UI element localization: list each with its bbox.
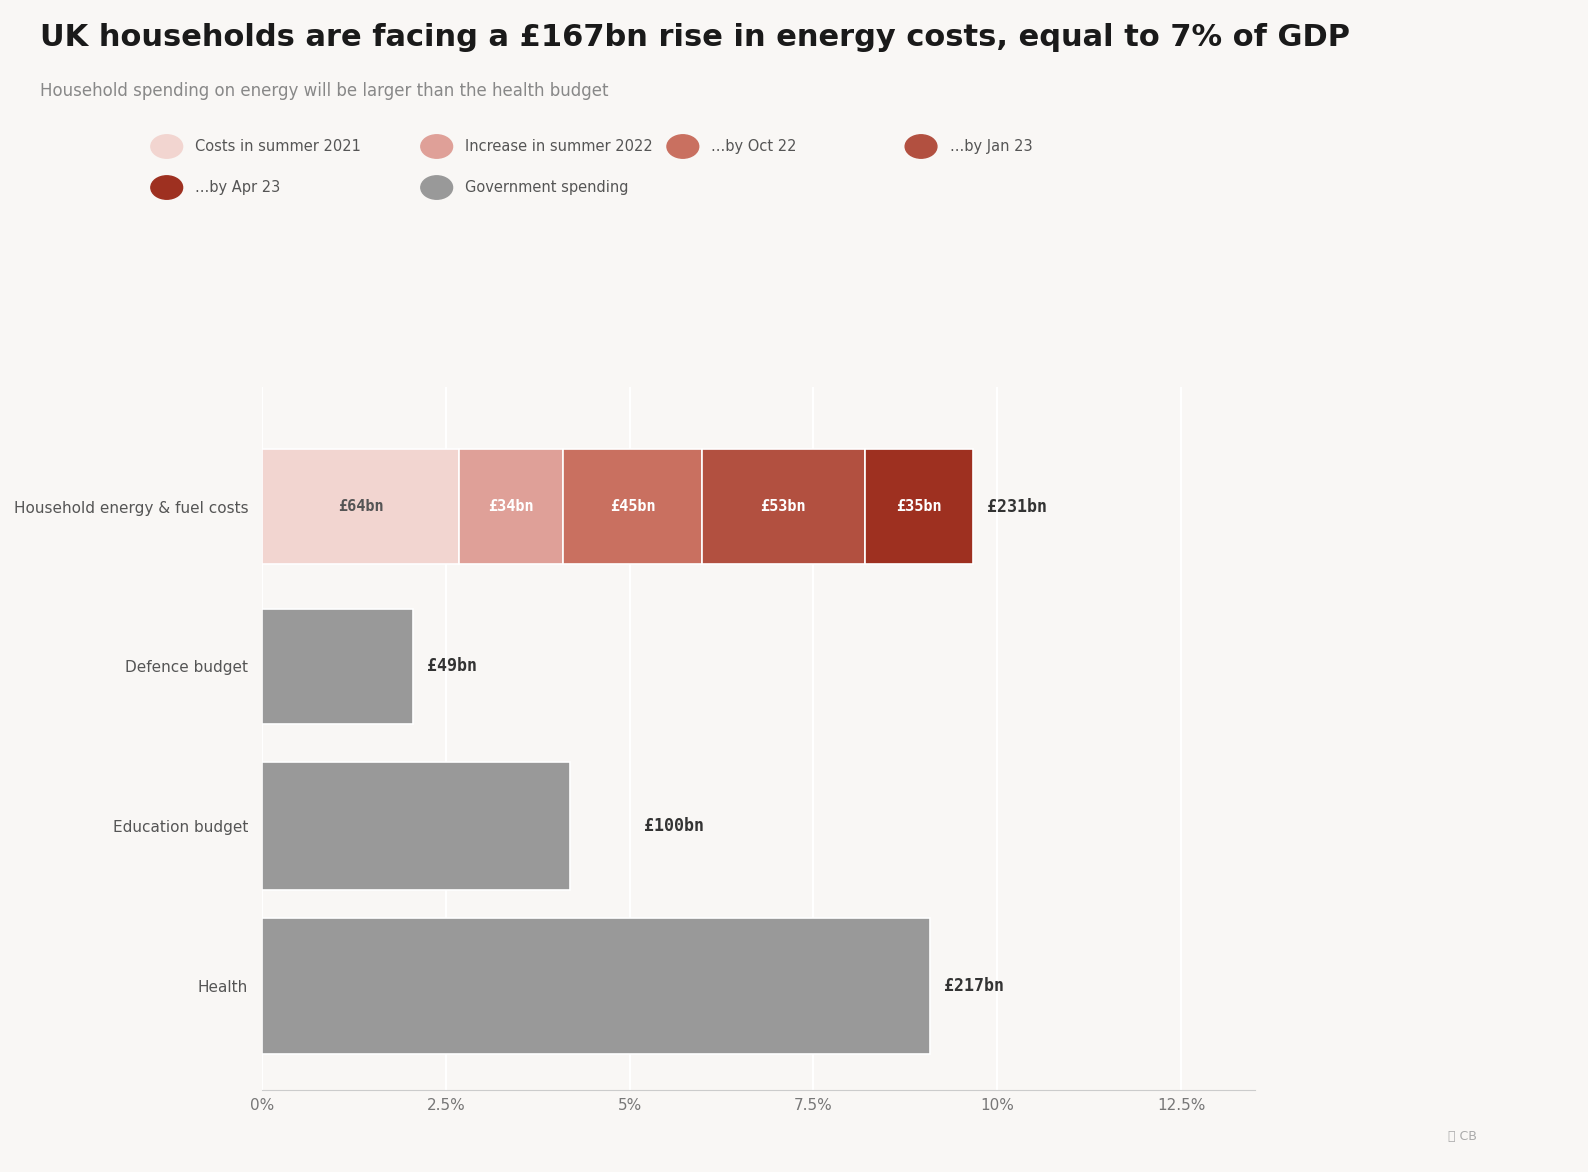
Text: Costs in summer 2021: Costs in summer 2021 xyxy=(195,139,360,154)
Text: £49bn: £49bn xyxy=(427,657,478,675)
Bar xyxy=(262,449,459,564)
Text: £217bn: £217bn xyxy=(945,977,1004,995)
Text: Increase in summer 2022: Increase in summer 2022 xyxy=(465,139,653,154)
Text: £100bn: £100bn xyxy=(645,817,705,836)
Bar xyxy=(262,918,929,1054)
Bar xyxy=(564,449,702,564)
Text: £231bn: £231bn xyxy=(988,498,1048,516)
Text: ...by Jan 23: ...by Jan 23 xyxy=(950,139,1032,154)
Text: £45bn: £45bn xyxy=(610,499,656,515)
Text: £35bn: £35bn xyxy=(896,499,942,515)
Bar xyxy=(865,449,972,564)
Text: £64bn: £64bn xyxy=(338,499,383,515)
Text: UK households are facing a £167bn rise in energy costs, equal to 7% of GDP: UK households are facing a £167bn rise i… xyxy=(40,23,1350,53)
Bar xyxy=(702,449,865,564)
Text: Household spending on energy will be larger than the health budget: Household spending on energy will be lar… xyxy=(40,82,608,100)
Text: £53bn: £53bn xyxy=(761,499,807,515)
Text: ...by Apr 23: ...by Apr 23 xyxy=(195,180,281,195)
Text: £34bn: £34bn xyxy=(489,499,534,515)
Text: ⧳ CB: ⧳ CB xyxy=(1448,1130,1477,1143)
Text: ...by Oct 22: ...by Oct 22 xyxy=(711,139,797,154)
Text: Government spending: Government spending xyxy=(465,180,629,195)
Bar xyxy=(262,762,570,891)
Bar xyxy=(262,609,413,724)
Bar xyxy=(459,449,564,564)
